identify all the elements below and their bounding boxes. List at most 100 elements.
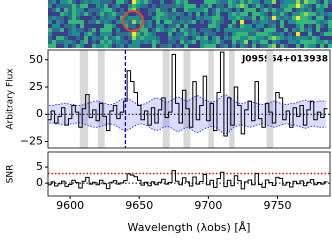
image-pixel <box>236 20 240 24</box>
image-pixel <box>292 44 296 48</box>
image-pixel <box>292 28 296 32</box>
image-pixel <box>152 24 156 28</box>
image-pixel <box>236 36 240 40</box>
image-pixel <box>160 44 164 48</box>
image-pixel <box>308 24 312 28</box>
image-pixel <box>120 24 124 28</box>
image-pixel <box>84 40 88 44</box>
image-pixel <box>132 36 136 40</box>
y-axis-label: SNR <box>6 165 16 184</box>
image-pixel <box>52 44 56 48</box>
image-pixel <box>268 20 272 24</box>
image-pixel <box>156 28 160 32</box>
image-pixel <box>280 4 284 8</box>
image-pixel <box>248 24 252 28</box>
image-pixel <box>236 8 240 12</box>
image-pixel <box>260 8 264 12</box>
image-pixel <box>284 8 288 12</box>
image-pixel <box>56 12 60 16</box>
object-label: J095954+013938 <box>241 55 328 65</box>
sky-line-region <box>79 50 89 148</box>
image-pixel <box>108 16 112 20</box>
image-pixel <box>156 44 160 48</box>
image-pixel <box>256 32 260 36</box>
image-pixel <box>104 8 108 12</box>
image-pixel <box>92 16 96 20</box>
image-pixel <box>100 12 104 16</box>
image-pixel <box>72 44 76 48</box>
image-pixel <box>112 8 116 12</box>
image-pixel <box>88 8 92 12</box>
image-pixel <box>232 12 236 16</box>
image-pixel <box>316 8 320 12</box>
image-pixel <box>120 28 124 32</box>
image-pixel <box>232 8 236 12</box>
image-pixel <box>72 20 76 24</box>
image-pixel <box>76 24 80 28</box>
image-pixel <box>232 36 236 40</box>
image-pixel <box>88 20 92 24</box>
image-pixel <box>96 4 100 8</box>
image-pixel <box>192 32 196 36</box>
image-pixel <box>156 32 160 36</box>
image-pixel <box>116 28 120 32</box>
image-pixel <box>320 16 324 20</box>
image-pixel <box>184 40 188 44</box>
image-pixel <box>228 40 232 44</box>
image-pixel <box>56 32 60 36</box>
image-pixel <box>220 24 224 28</box>
image-pixel <box>68 12 72 16</box>
spectrum-step <box>48 170 328 190</box>
image-pixel <box>280 44 284 48</box>
image-pixel <box>76 36 80 40</box>
image-pixel <box>52 16 56 20</box>
image-pixel <box>160 0 164 4</box>
image-pixel <box>192 44 196 48</box>
image-pixel <box>268 44 272 48</box>
x-tick-label: 9600 <box>56 199 84 212</box>
image-pixel <box>320 28 324 32</box>
image-pixel <box>76 4 80 8</box>
image-pixel <box>188 24 192 28</box>
image-pixel <box>152 28 156 32</box>
image-pixel <box>132 44 136 48</box>
image-pixel <box>256 44 260 48</box>
image-pixel <box>104 36 108 40</box>
image-pixel <box>56 16 60 20</box>
image-pixel <box>292 36 296 40</box>
image-pixel <box>176 24 180 28</box>
image-pixel <box>184 8 188 12</box>
image-pixel <box>88 24 92 28</box>
image-pixel <box>260 28 264 32</box>
image-pixel <box>320 4 324 8</box>
image-pixel <box>136 44 140 48</box>
image-pixel <box>80 12 84 16</box>
image-pixel <box>52 4 56 8</box>
image-pixel <box>48 32 52 36</box>
image-pixel <box>228 24 232 28</box>
image-pixel <box>236 12 240 16</box>
image-pixel <box>168 40 172 44</box>
image-pixel <box>128 20 132 24</box>
image-pixel <box>300 16 304 20</box>
image-pixel <box>124 36 128 40</box>
image-pixel <box>196 28 200 32</box>
image-pixel <box>120 40 124 44</box>
image-pixel <box>248 40 252 44</box>
image-pixel <box>52 32 56 36</box>
image-pixel <box>216 12 220 16</box>
image-pixel <box>240 24 244 28</box>
image-pixel <box>68 8 72 12</box>
image-pixel <box>216 32 220 36</box>
x-axis-label: Wavelength (λobs) [Å] <box>128 221 251 234</box>
image-pixel <box>68 44 72 48</box>
image-pixel <box>284 20 288 24</box>
image-pixel <box>84 0 88 4</box>
image-pixel <box>116 12 120 16</box>
image-pixel <box>272 12 276 16</box>
image-pixel <box>308 0 312 4</box>
image-pixel <box>168 28 172 32</box>
image-pixel <box>160 28 164 32</box>
image-pixel <box>240 4 244 8</box>
image-pixel <box>108 8 112 12</box>
